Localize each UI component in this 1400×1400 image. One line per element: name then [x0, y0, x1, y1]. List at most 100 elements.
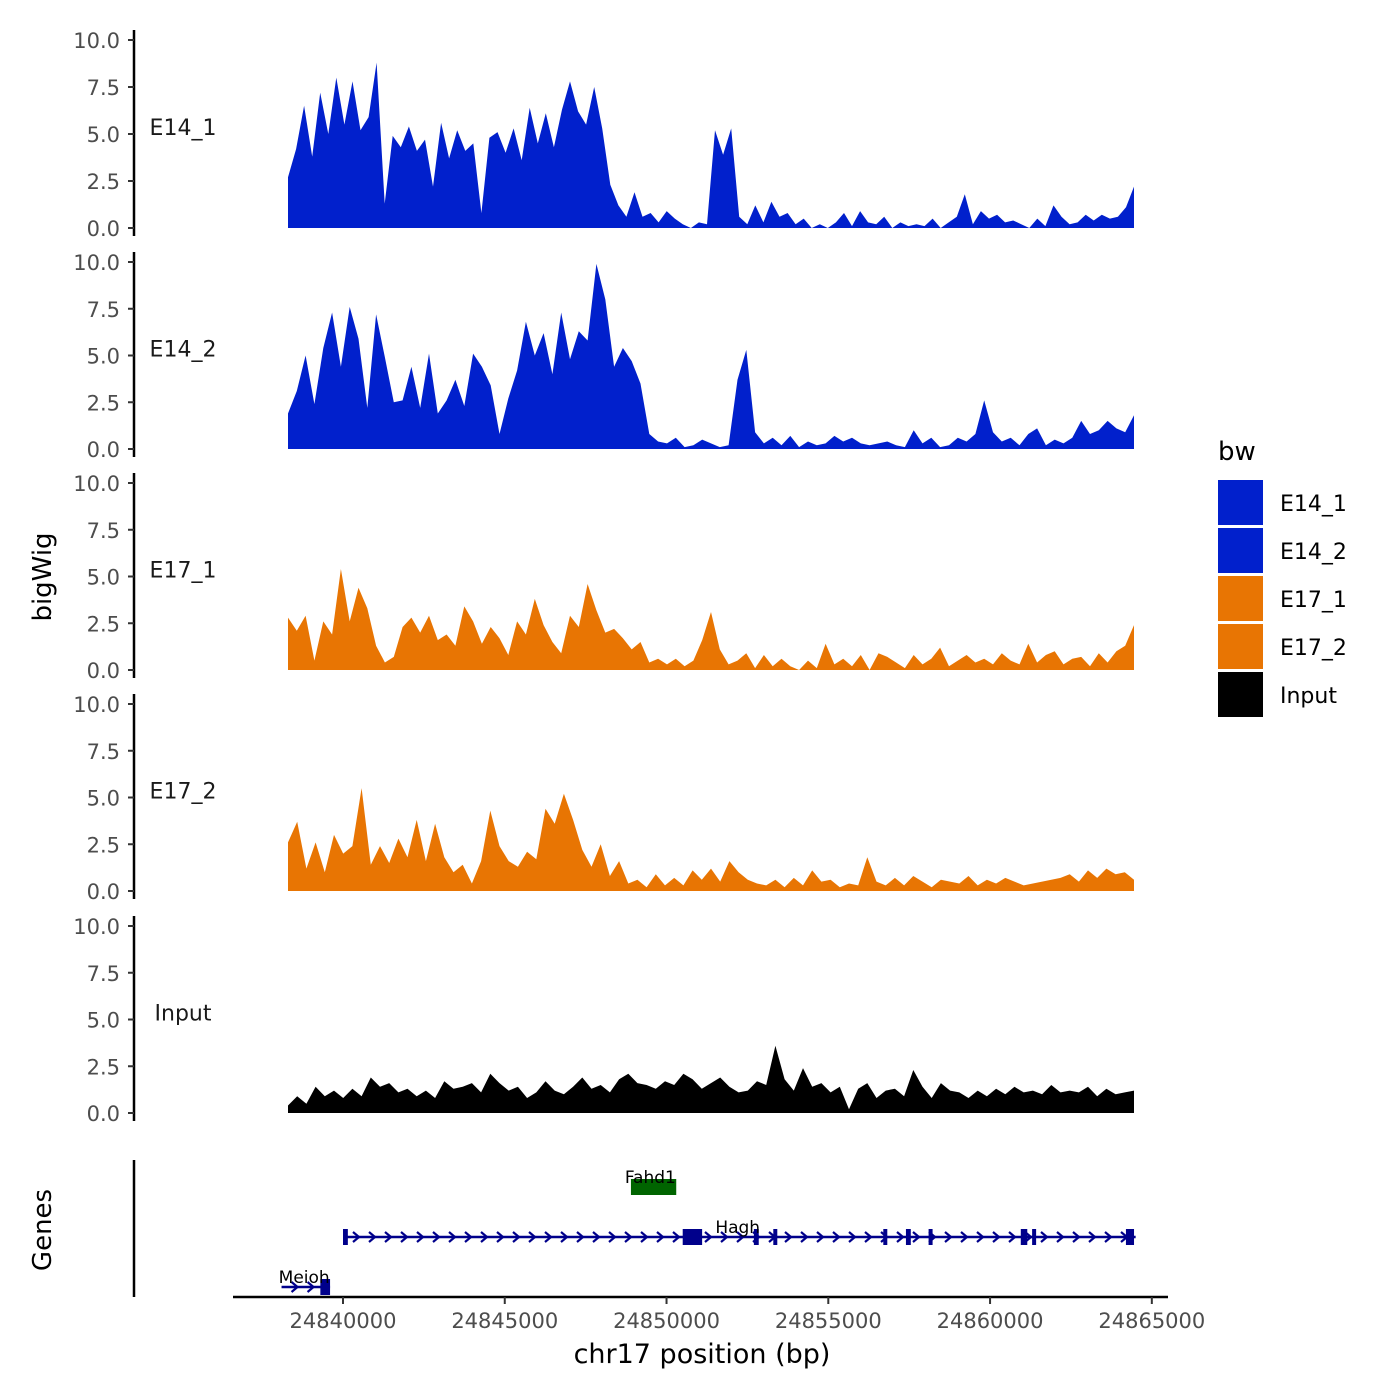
y-tick-label: 2.5 — [87, 391, 120, 415]
strand-arrow — [1104, 1231, 1113, 1243]
strand-arrow — [368, 1231, 377, 1243]
strand-arrow — [624, 1231, 633, 1243]
strand-arrow — [816, 1231, 825, 1243]
gene-hagh: Hagh — [343, 1218, 1136, 1245]
strand-arrow — [720, 1231, 729, 1243]
strand-arrow — [416, 1231, 425, 1243]
track-label: E14_1 — [150, 116, 217, 141]
y-tick-label: 2.5 — [87, 612, 120, 636]
y-tick-label: 0.0 — [87, 659, 120, 683]
strand-arrow — [352, 1231, 361, 1243]
x-tick-label: 24860000 — [937, 1309, 1044, 1333]
strand-arrow — [608, 1231, 617, 1243]
track-label: Input — [155, 1002, 212, 1027]
track-e17_2: 0.0 2.5 5.0 7.5 10.0 E17_2 — [73, 693, 1134, 904]
strand-arrow — [480, 1231, 489, 1243]
y-tick-label: 0.0 — [87, 438, 120, 462]
gene-exon — [905, 1229, 911, 1245]
bigwig-tracks: 0.0 2.5 5.0 7.5 10.0 E14_1 0.0 2.5 5.0 7.5 10.0 E14… — [73, 29, 1134, 1126]
signal-area-e17_1 — [288, 569, 1134, 670]
gene-exon — [320, 1279, 331, 1295]
strand-arrow — [576, 1231, 585, 1243]
strand-arrow — [400, 1231, 409, 1243]
strand-arrow — [944, 1231, 953, 1243]
legend-label: Input — [1280, 684, 1337, 709]
legend-key-e14_2 — [1218, 528, 1263, 573]
legend-key-input — [1218, 672, 1263, 717]
track-label: E14_2 — [150, 338, 217, 363]
y-tick-label: 2.5 — [87, 170, 120, 194]
y-tick-label: 10.0 — [73, 693, 120, 717]
strand-arrow — [736, 1231, 745, 1243]
legend: bw E14_1 E14_2 E17_1 E17_2 Input — [1218, 437, 1347, 717]
y-tick-label: 0.0 — [87, 880, 120, 904]
strand-arrow — [306, 1281, 316, 1293]
gene-exon — [1125, 1229, 1135, 1245]
strand-arrow — [1056, 1231, 1065, 1243]
strand-arrow — [832, 1231, 841, 1243]
y-tick-label: 5.0 — [87, 787, 120, 811]
gene-exon — [1020, 1229, 1028, 1245]
legend-label: E14_2 — [1280, 540, 1347, 565]
y-tick-label: 0.0 — [87, 217, 120, 241]
y-tick-label: 5.0 — [87, 566, 120, 590]
signal-area-e17_2 — [288, 788, 1134, 891]
strand-arrow — [848, 1231, 857, 1243]
strand-arrow — [1008, 1231, 1017, 1243]
gene-label: Fahd1 — [625, 1168, 676, 1188]
y-tick-label: 10.0 — [73, 472, 120, 496]
legend-label: E17_1 — [1280, 588, 1347, 613]
genes-axis-label: Genes — [28, 1189, 58, 1271]
x-tick-label: 24845000 — [451, 1309, 558, 1333]
gene-exon — [928, 1229, 933, 1245]
strand-arrow — [290, 1281, 300, 1293]
y-tick-label: 7.5 — [87, 298, 120, 322]
strand-arrow — [384, 1231, 393, 1243]
y-tick-label: 2.5 — [87, 833, 120, 857]
strand-arrow — [960, 1231, 969, 1243]
legend-key-e17_2 — [1218, 624, 1263, 669]
strand-arrow — [784, 1231, 793, 1243]
x-tick-label: 24855000 — [775, 1309, 882, 1333]
y-tick-label: 7.5 — [87, 519, 120, 543]
strand-arrow — [976, 1231, 985, 1243]
x-tick-label: 24840000 — [290, 1309, 397, 1333]
strand-arrow — [1088, 1231, 1097, 1243]
strand-arrow — [672, 1231, 681, 1243]
strand-arrow — [912, 1231, 921, 1243]
y-axis-label: bigWig — [28, 532, 58, 621]
strand-arrow — [496, 1231, 505, 1243]
gene-exon — [630, 1179, 677, 1195]
legend-label: E17_2 — [1280, 636, 1347, 661]
y-tick-label: 10.0 — [73, 251, 120, 275]
track-e14_2: 0.0 2.5 5.0 7.5 10.0 E14_2 — [73, 251, 1134, 462]
strand-arrow — [656, 1231, 665, 1243]
track-label: E17_2 — [150, 780, 217, 805]
y-tick-label: 10.0 — [73, 915, 120, 939]
strand-arrow — [448, 1231, 457, 1243]
y-tick-label: 7.5 — [87, 76, 120, 100]
strand-arrow — [1040, 1231, 1049, 1243]
legend-label: E14_1 — [1280, 492, 1347, 517]
gene-exon — [883, 1229, 888, 1245]
strand-arrow — [464, 1231, 473, 1243]
track-input: 0.0 2.5 5.0 7.5 10.0 Input — [73, 915, 1134, 1126]
y-tick-label: 7.5 — [87, 740, 120, 764]
x-axis: 24840000 24845000 24850000 24855000 24865000… — [233, 1295, 1205, 1333]
y-tick-label: 0.0 — [87, 1102, 120, 1126]
strand-arrow — [560, 1231, 569, 1243]
strand-arrow — [1072, 1231, 1081, 1243]
gene-meioh: Meioh — [279, 1268, 331, 1295]
y-tick-label: 5.0 — [87, 1009, 120, 1033]
gene-label: Meioh — [279, 1268, 330, 1288]
gene-exon — [753, 1229, 759, 1245]
signal-area-e14_1 — [288, 62, 1134, 228]
y-tick-label: 10.0 — [73, 29, 120, 53]
gene-annotation-panel: Fahd1 Hagh Meioh — [132, 1160, 1136, 1297]
gene-label: Hagh — [715, 1218, 760, 1238]
strand-arrow — [704, 1231, 713, 1243]
y-tick-label: 7.5 — [87, 962, 120, 986]
y-tick-label: 5.0 — [87, 123, 120, 147]
strand-arrow — [800, 1231, 809, 1243]
